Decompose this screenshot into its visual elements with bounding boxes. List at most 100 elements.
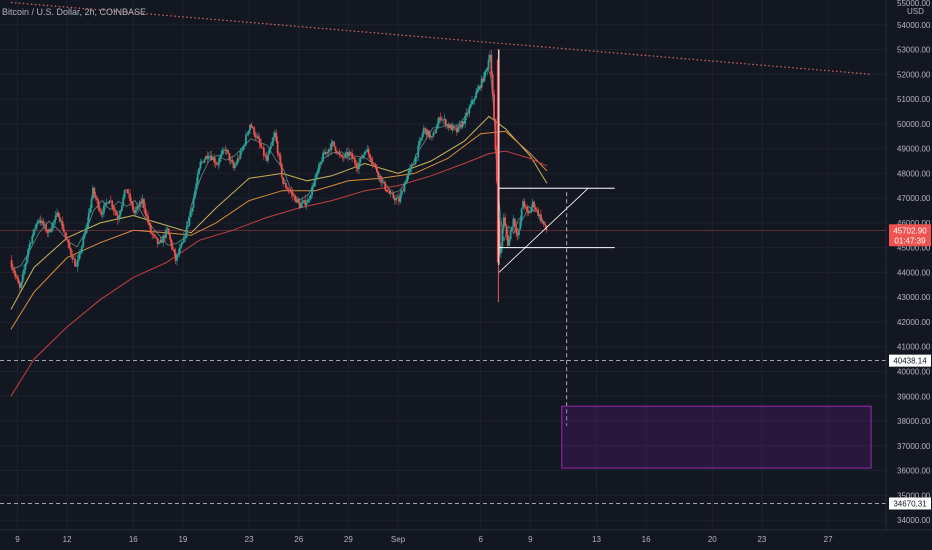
candle-body [267, 154, 269, 161]
candle-body [80, 246, 83, 253]
candle-body [129, 193, 132, 202]
candle-body [506, 235, 509, 246]
candle-body [156, 238, 159, 244]
time-tick-label: 23 [245, 535, 254, 544]
candle-body [64, 232, 67, 237]
candle-body [188, 217, 191, 226]
candle-body [513, 218, 516, 227]
candle-body [138, 201, 141, 208]
drawings-layer [0, 49, 886, 504]
candle-body [32, 229, 35, 237]
candle-body [318, 164, 320, 171]
candle-body [18, 283, 21, 288]
candle-body [534, 207, 537, 210]
candle-body [484, 70, 487, 72]
candle-body [363, 152, 366, 155]
candle-body [468, 107, 471, 114]
candle-body [160, 239, 163, 243]
candle-body [256, 136, 258, 138]
candle-body [56, 212, 58, 216]
candle-body [389, 192, 392, 194]
candle-body [87, 213, 90, 223]
candle-body [220, 153, 223, 158]
candle-body [424, 128, 427, 129]
candle-body [464, 116, 467, 124]
candle-body [100, 211, 103, 215]
candle-body [23, 269, 25, 275]
candle-body [184, 237, 187, 239]
candle-body [462, 121, 465, 124]
candle-body [260, 143, 262, 148]
candle-body [382, 182, 385, 183]
candle-body [454, 127, 457, 129]
candle-body [323, 152, 326, 155]
candle-body [228, 153, 231, 161]
candle-body [29, 243, 32, 244]
candle-body [421, 133, 424, 138]
candle-body [326, 151, 329, 153]
candle-body [234, 165, 236, 169]
candle-body [68, 242, 71, 249]
candle-body [144, 207, 147, 214]
candle-body [300, 203, 302, 208]
candle-body [313, 179, 316, 187]
candle-body [65, 236, 68, 240]
candle-body [331, 141, 334, 143]
candle-body [364, 151, 367, 153]
candle-body [315, 173, 318, 180]
candle-body [352, 158, 355, 159]
candle-body [526, 206, 529, 212]
candle-body [351, 153, 353, 159]
candle-body [418, 140, 421, 146]
price-tick-label: 47000.00 [897, 194, 931, 203]
candle-body [273, 132, 276, 137]
candle-body [131, 202, 134, 210]
price-tick-label: 40000.00 [897, 367, 931, 376]
candle-body [148, 222, 151, 226]
candle-body [149, 225, 152, 234]
candle-body [53, 220, 56, 223]
candle-body [377, 172, 380, 178]
candle-body [177, 253, 180, 255]
time-tick-label: 19 [178, 535, 187, 544]
candle-body [388, 191, 391, 194]
candle-body [200, 161, 203, 163]
price-tick-label: 39000.00 [897, 392, 931, 401]
candle-body [407, 171, 410, 176]
time-axis-panel[interactable] [0, 530, 932, 550]
candle-body [449, 124, 451, 128]
candle-body [360, 157, 363, 159]
candle-body [322, 152, 325, 162]
candle-body [491, 74, 494, 94]
price-axis-panel[interactable] [886, 0, 932, 530]
candle-body [369, 154, 371, 159]
candle-body [94, 194, 97, 198]
candle-body [498, 221, 501, 254]
candle-body [41, 220, 43, 223]
candle-body [319, 162, 322, 165]
candle-body [143, 199, 145, 208]
candle-body [211, 157, 214, 160]
time-tick-label: 13 [592, 535, 601, 544]
price-tick-label: 53000.00 [897, 46, 931, 55]
candle-body [92, 187, 94, 199]
candle-body [262, 147, 265, 156]
candle-body [402, 190, 404, 192]
candle-body [308, 198, 311, 200]
candle-body [97, 200, 100, 209]
time-tick-label: 16 [129, 535, 138, 544]
candle-body [336, 151, 338, 154]
candle-body [527, 211, 530, 214]
candle-body [258, 138, 261, 144]
time-tick-label: 12 [63, 535, 72, 544]
moving-average-line [10, 130, 548, 330]
candle-body [480, 78, 483, 88]
candle-body [461, 121, 464, 128]
candle-body [67, 239, 69, 243]
price-tick-label: 35000.00 [897, 491, 931, 500]
candle-body [71, 254, 74, 260]
price-tick-label: 41000.00 [897, 343, 931, 352]
candle-body [159, 239, 162, 243]
